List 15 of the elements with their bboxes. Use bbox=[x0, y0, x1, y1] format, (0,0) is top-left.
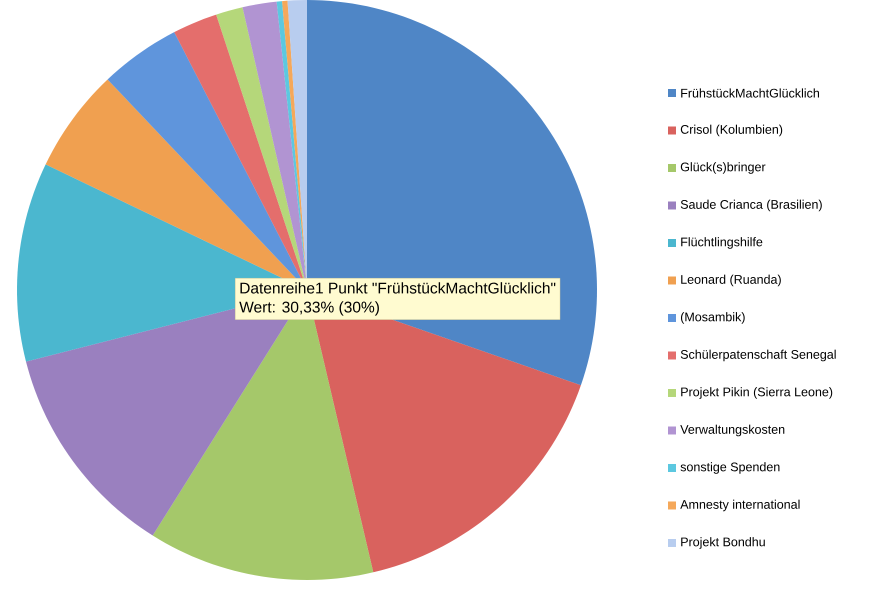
legend-label: Amnesty international bbox=[680, 500, 800, 512]
legend-label: Verwaltungskosten bbox=[680, 424, 784, 436]
legend-label: Schülerpatenschaft Senegal bbox=[680, 350, 836, 362]
text: Datenreihe1 Punkt "FrühstückMachtGlücklich" bbox=[240, 282, 556, 294]
legend-label: Glück(s)bringer bbox=[680, 162, 766, 174]
legend-label: sonstige Spenden bbox=[680, 462, 780, 474]
legend-label: Leonard (Ruanda) bbox=[681, 274, 781, 286]
legend-label: FrühstückMachtGlücklich bbox=[681, 88, 819, 98]
text: Wert: 30,33% (30%) bbox=[239, 301, 379, 316]
legend-label: Projekt Pikin (Sierra Leone) bbox=[681, 387, 832, 399]
legend-label: (Mosambik) bbox=[680, 312, 745, 324]
legend-label: Saude Crianca (Brasilien) bbox=[680, 200, 822, 212]
legend-label: Crisol (Kolumbien) bbox=[680, 124, 782, 136]
legend-label: Flüchtlingshilfe bbox=[681, 237, 762, 249]
legend-label: Projekt Bondhu bbox=[681, 537, 765, 549]
